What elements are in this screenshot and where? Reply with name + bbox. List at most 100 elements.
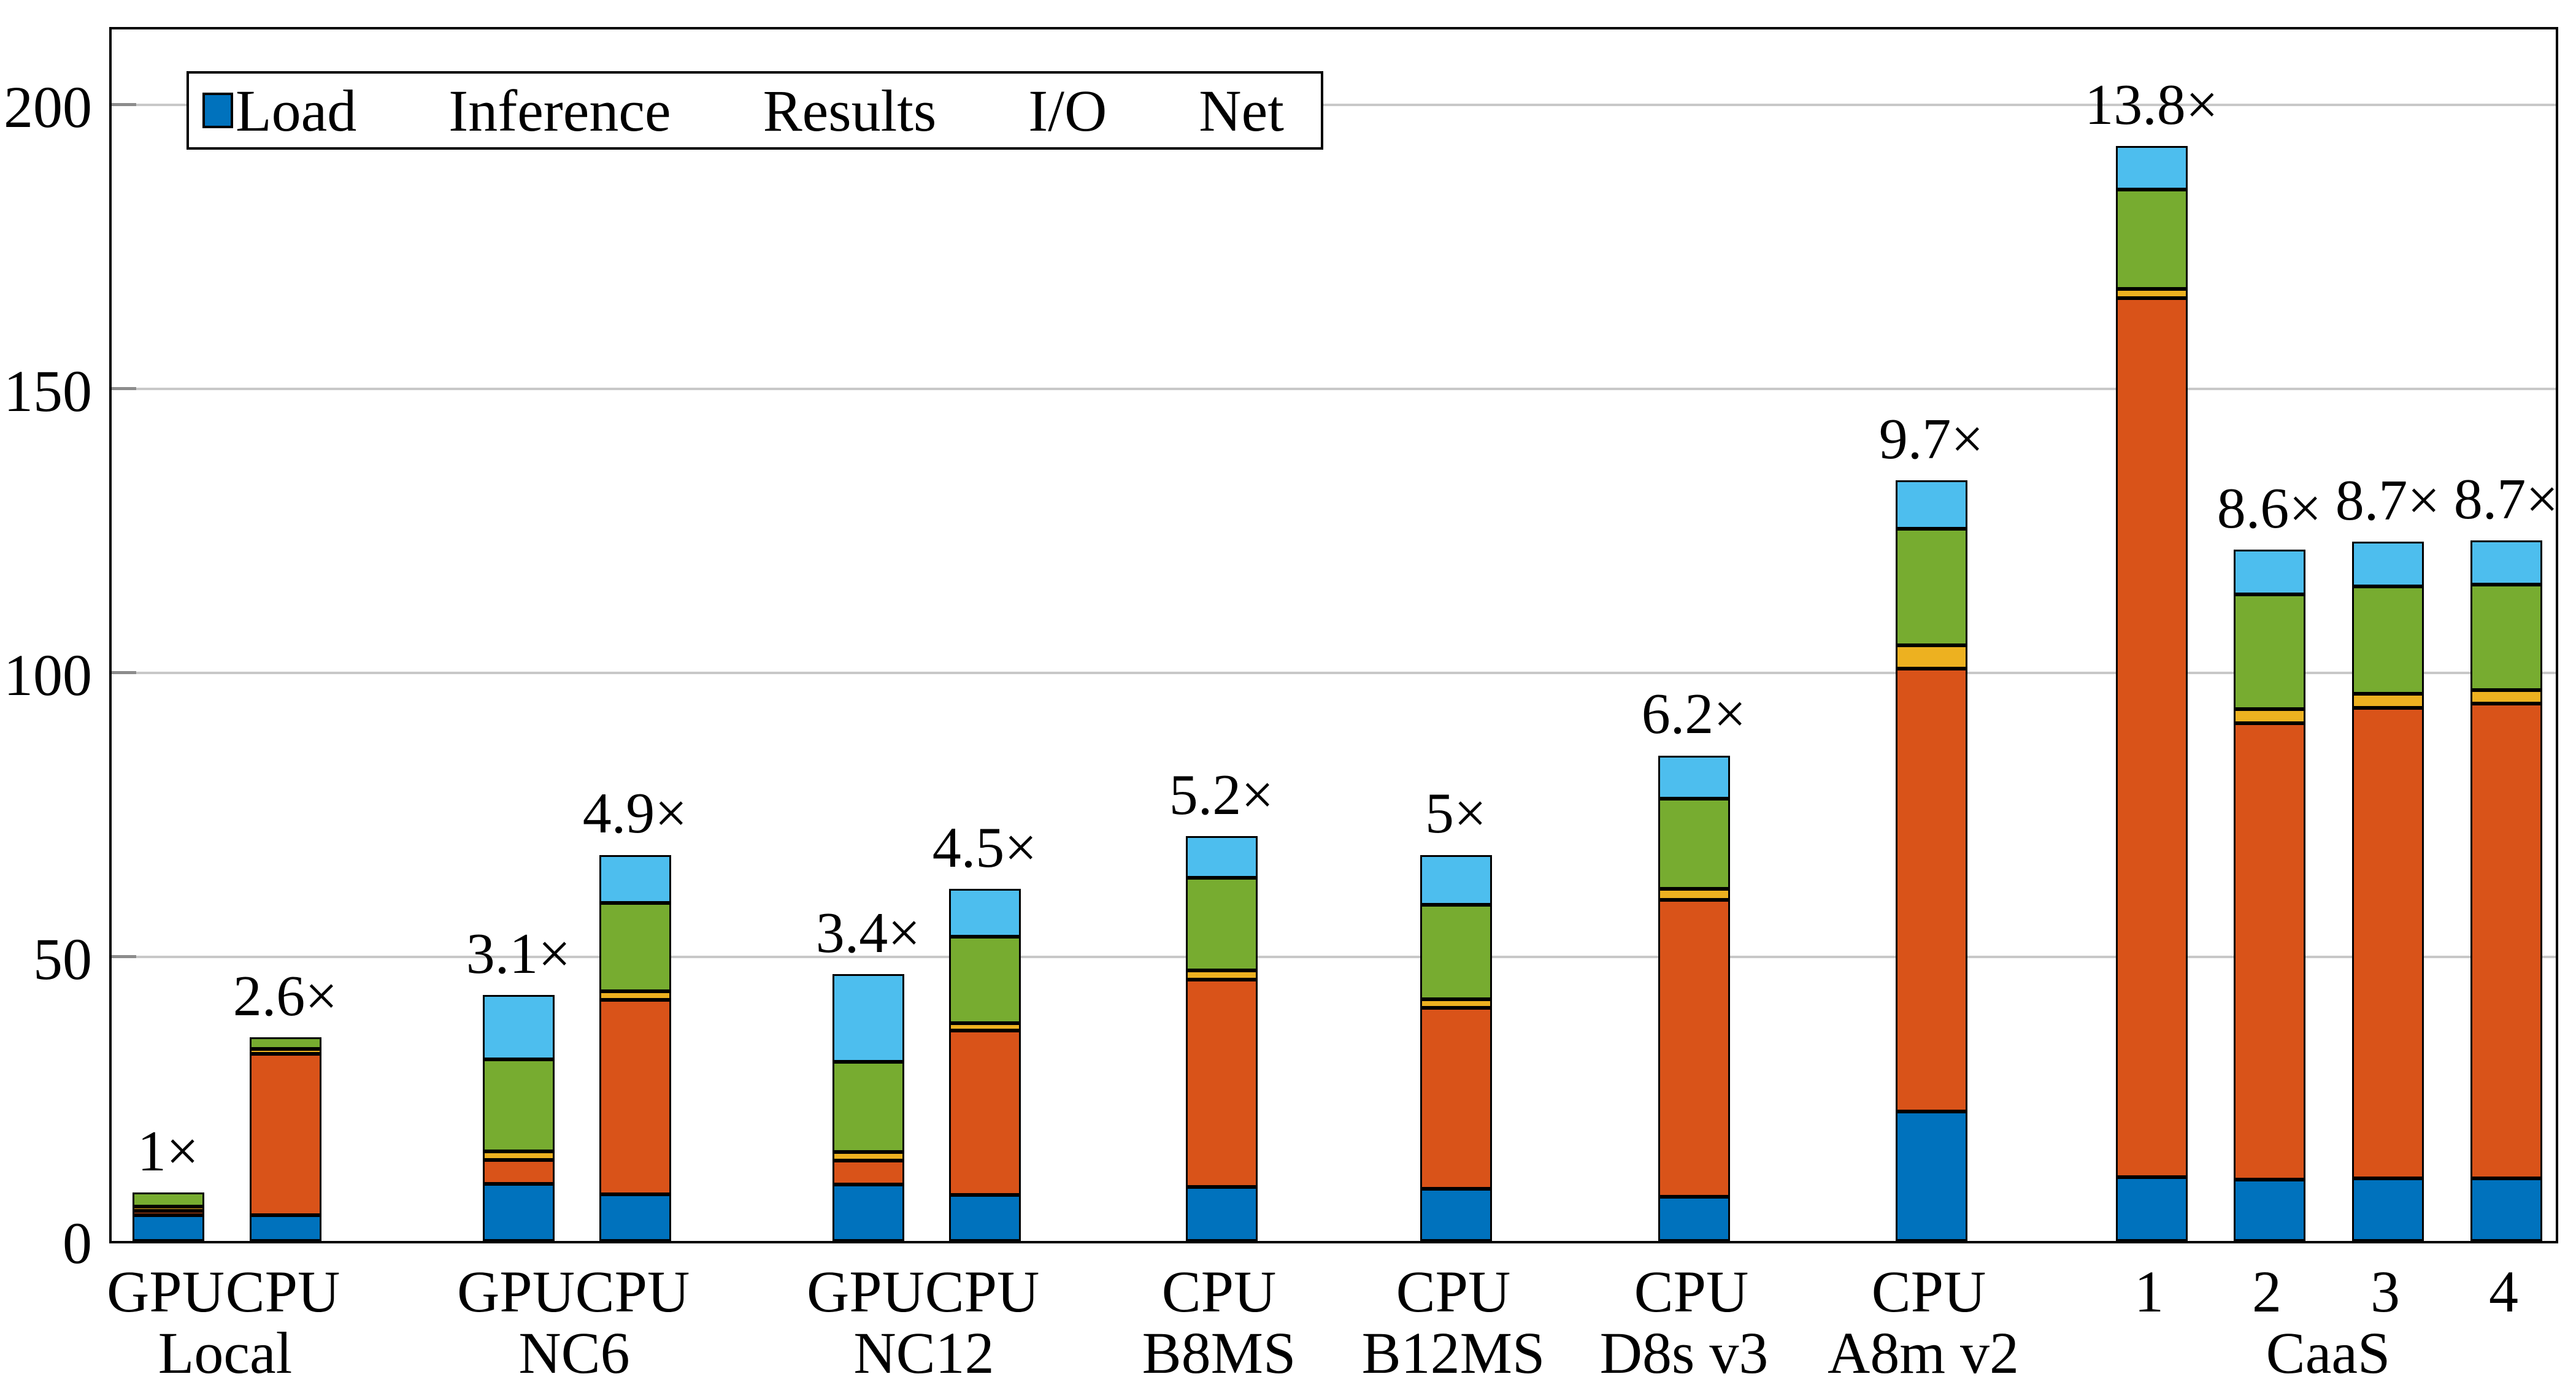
x-axis-tick-label-b12ms-cpu: CPU	[1396, 1259, 1511, 1324]
segment-inference-nc6-gpu	[482, 1159, 555, 1185]
y-axis-tick-label-50: 50	[33, 926, 92, 993]
segment-results-b8ms-cpu	[1185, 970, 1258, 980]
y-axis-tick-label-200: 200	[4, 74, 92, 140]
segment-i-o-d8s-v3-cpu	[1658, 798, 1730, 889]
x-axis-tick-label-local-gpu: GPU	[106, 1259, 225, 1324]
legend-label-load: Load	[236, 77, 357, 144]
segment-load-a8m-v2-cpu	[1895, 1111, 1967, 1241]
speedup-label-b12ms-cpu: 5×	[1424, 781, 1487, 846]
segment-i-o-local-gpu	[132, 1192, 204, 1207]
legend-item-load: Load	[202, 77, 356, 145]
x-axis-tick-label-nc12-cpu: CPU	[925, 1259, 1040, 1324]
segment-i-o-nc12-cpu	[948, 936, 1021, 1023]
segment-load-nc12-cpu	[948, 1195, 1021, 1241]
segment-net-b12ms-cpu	[1420, 854, 1492, 905]
legend-label-io: I/O	[1028, 77, 1107, 144]
segment-load-nc12-gpu	[832, 1185, 904, 1241]
x-axis-tick-label-nc12-gpu: GPU	[806, 1259, 925, 1324]
segment-inference-nc6-cpu	[599, 999, 671, 1195]
bar-nc6-gpu	[482, 995, 555, 1241]
segment-results-caas-1	[2115, 288, 2188, 299]
segment-i-o-caas-3	[2351, 586, 2424, 694]
gridline-150	[112, 388, 2556, 391]
speedup-label-caas-3: 8.7×	[2335, 469, 2440, 533]
speedup-label-local-gpu: 1×	[137, 1119, 199, 1184]
segment-inference-nc12-gpu	[832, 1161, 904, 1185]
speedup-label-caas-4: 8.7×	[2453, 467, 2559, 531]
segment-net-b8ms-cpu	[1185, 835, 1258, 878]
segment-inference-caas-2	[2233, 723, 2305, 1180]
segment-load-caas-1	[2115, 1177, 2188, 1241]
x-axis-tick-label-caas-2: 2	[2252, 1259, 2282, 1324]
segment-i-o-nc6-gpu	[482, 1059, 555, 1151]
speedup-label-nc6-cpu: 4.9×	[582, 781, 688, 846]
gridline-50	[112, 956, 2556, 959]
bar-d8s-v3-cpu	[1658, 755, 1730, 1241]
segment-results-nc6-gpu	[482, 1151, 555, 1160]
legend-item-net: Net	[1199, 77, 1284, 145]
bar-caas-4	[2470, 540, 2542, 1241]
bar-local-gpu	[132, 1192, 204, 1241]
bar-caas-2	[2233, 550, 2305, 1241]
speedup-label-d8s-v3-cpu: 6.2×	[1641, 682, 1747, 747]
segment-load-caas-3	[2351, 1178, 2424, 1241]
segment-net-nc6-cpu	[599, 854, 671, 904]
segment-results-local-cpu	[249, 1049, 321, 1054]
bar-a8m-v2-cpu	[1895, 480, 1967, 1241]
x-axis-group-label-local: Local	[158, 1320, 293, 1386]
segment-net-nc12-cpu	[948, 889, 1021, 937]
segment-inference-caas-3	[2351, 707, 2424, 1179]
segment-i-o-nc6-cpu	[599, 903, 671, 991]
legend: Load Inference Results I/O Net	[186, 71, 1323, 150]
y-axis-tick-label-150: 150	[4, 358, 92, 424]
segment-i-o-caas-4	[2470, 584, 2542, 691]
segment-inference-b8ms-cpu	[1185, 980, 1258, 1188]
segment-load-b8ms-cpu	[1185, 1187, 1258, 1241]
speedup-label-nc6-gpu: 3.1×	[466, 922, 571, 986]
segment-results-caas-3	[2351, 693, 2424, 708]
segment-inference-d8s-v3-cpu	[1658, 899, 1730, 1197]
grid-tickmark-100	[112, 671, 136, 675]
x-axis-group-label-nc6: NC6	[518, 1320, 630, 1386]
bar-caas-1	[2115, 146, 2188, 1241]
segment-load-b12ms-cpu	[1420, 1188, 1492, 1241]
segment-i-o-caas-1	[2115, 190, 2188, 289]
bar-nc12-cpu	[948, 889, 1021, 1241]
legend-label-net: Net	[1199, 77, 1284, 144]
x-axis-group-label-b8ms: B8MS	[1142, 1320, 1296, 1386]
segment-load-caas-4	[2470, 1178, 2542, 1241]
segment-inference-local-cpu	[249, 1053, 321, 1216]
legend-item-io: I/O	[1028, 77, 1107, 145]
bar-nc6-cpu	[599, 854, 671, 1241]
x-axis-tick-label-local-cpu: CPU	[225, 1259, 340, 1324]
speedup-label-nc12-gpu: 3.4×	[815, 900, 921, 965]
x-axis-tick-label-caas-3: 3	[2370, 1259, 2400, 1324]
speedup-label-nc12-cpu: 4.5×	[932, 816, 1037, 880]
segment-load-nc6-cpu	[599, 1194, 671, 1241]
legend-swatch-load	[202, 93, 233, 128]
segment-net-d8s-v3-cpu	[1658, 755, 1730, 799]
segment-i-o-b8ms-cpu	[1185, 878, 1258, 971]
y-axis-tick-label-0: 0	[63, 1210, 92, 1276]
segment-load-d8s-v3-cpu	[1658, 1196, 1730, 1241]
segment-results-b12ms-cpu	[1420, 999, 1492, 1008]
legend-item-results: Results	[763, 77, 937, 145]
legend-label-inference: Inference	[448, 77, 671, 144]
x-axis-tick-label-nc6-gpu: GPU	[456, 1259, 575, 1324]
segment-inference-local-gpu	[132, 1210, 204, 1216]
gridline-200	[112, 104, 2556, 107]
segment-net-a8m-v2-cpu	[1895, 480, 1967, 529]
segment-results-caas-4	[2470, 690, 2542, 704]
speedup-label-local-cpu: 2.6×	[233, 964, 338, 1028]
bar-nc12-gpu	[832, 973, 904, 1241]
segment-inference-nc12-cpu	[948, 1030, 1021, 1196]
x-axis-tick-label-d8s-v3-cpu: CPU	[1634, 1259, 1749, 1324]
grid-tickmark-200	[112, 103, 136, 107]
segment-net-caas-3	[2351, 542, 2424, 586]
x-axis-tick-label-nc6-cpu: CPU	[575, 1259, 690, 1324]
x-axis-group-label-d8s-v3: D8s v3	[1599, 1320, 1769, 1386]
bar-b12ms-cpu	[1420, 854, 1492, 1241]
segment-i-o-a8m-v2-cpu	[1895, 529, 1967, 645]
segment-results-nc12-gpu	[832, 1151, 904, 1161]
